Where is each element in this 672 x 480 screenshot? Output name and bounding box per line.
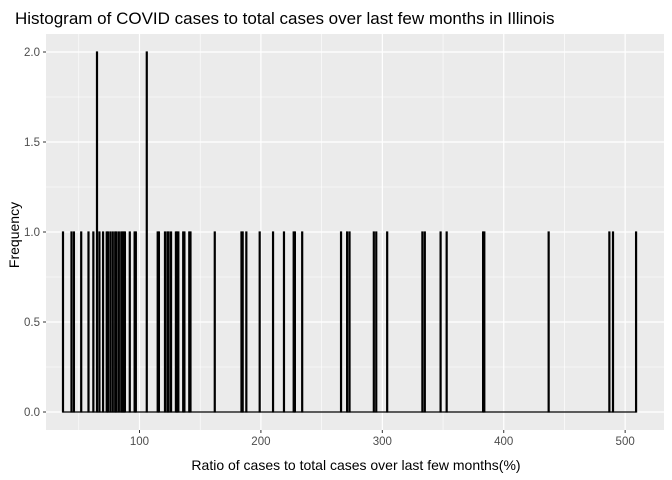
histogram-bar bbox=[109, 231, 112, 413]
y-tick-label: 1.5 bbox=[24, 137, 40, 149]
y-axis: 0.0 0.5 1.0 1.5 2.0 bbox=[24, 47, 46, 419]
histogram-bar bbox=[123, 231, 127, 413]
histogram-bar bbox=[445, 231, 448, 413]
histogram-bar bbox=[241, 231, 244, 413]
histogram-bar bbox=[245, 231, 248, 413]
histogram-bar bbox=[421, 231, 424, 413]
histogram-bar bbox=[258, 231, 261, 413]
histogram-bar bbox=[115, 231, 118, 413]
histogram-bar bbox=[95, 51, 99, 413]
histogram-bar bbox=[634, 231, 638, 413]
histogram-bar bbox=[111, 231, 114, 413]
histogram-bar bbox=[439, 231, 442, 413]
y-tick-label: 2.0 bbox=[24, 47, 40, 59]
histogram-bar bbox=[117, 231, 120, 413]
histogram-bar bbox=[348, 231, 351, 413]
histogram-bar bbox=[80, 231, 83, 413]
x-axis: 100 200 300 400 500 bbox=[130, 430, 635, 448]
histogram-bar bbox=[282, 231, 286, 413]
histogram-bar bbox=[611, 231, 615, 413]
histogram-bar bbox=[372, 231, 375, 413]
x-tick-label: 200 bbox=[251, 436, 270, 448]
histogram-bar bbox=[157, 231, 161, 413]
histogram-bar bbox=[183, 231, 186, 413]
histogram-bar bbox=[167, 231, 170, 413]
histogram-bar bbox=[423, 231, 426, 413]
histogram-bar bbox=[128, 231, 131, 413]
x-tick-label: 100 bbox=[130, 436, 149, 448]
histogram-bar bbox=[98, 231, 101, 413]
histogram-bar bbox=[386, 231, 389, 413]
histogram-bar bbox=[106, 231, 110, 413]
histogram-bar bbox=[213, 231, 216, 413]
y-tick-label: 0.0 bbox=[24, 407, 40, 419]
histogram-bar bbox=[169, 231, 173, 413]
histogram-bar bbox=[134, 231, 137, 413]
histogram-bar bbox=[189, 231, 192, 413]
chart-title: Histogram of COVID cases to total cases … bbox=[15, 9, 554, 28]
histogram-bar bbox=[70, 231, 73, 413]
histogram-bar bbox=[145, 51, 148, 413]
histogram-bar bbox=[547, 231, 550, 413]
histogram-bar bbox=[375, 231, 378, 413]
histogram-bar bbox=[163, 231, 167, 413]
y-tick-label: 1.0 bbox=[24, 227, 40, 239]
histogram-bar bbox=[72, 231, 76, 413]
histogram-bar bbox=[92, 231, 95, 413]
histogram-bar bbox=[483, 231, 486, 413]
histogram-bar bbox=[293, 231, 296, 413]
x-tick-label: 300 bbox=[373, 436, 392, 448]
x-tick-label: 500 bbox=[616, 436, 635, 448]
histogram-bar bbox=[608, 231, 611, 413]
x-tick-label: 400 bbox=[494, 436, 513, 448]
histogram-bar bbox=[61, 231, 65, 413]
x-axis-title: Ratio of cases to total cases over last … bbox=[191, 457, 520, 473]
histogram-bar bbox=[177, 231, 180, 413]
histogram-bar bbox=[339, 231, 343, 413]
histogram-bar bbox=[346, 231, 349, 413]
histogram-bar bbox=[101, 231, 105, 413]
histogram-bar bbox=[301, 231, 304, 413]
y-tick-label: 0.5 bbox=[24, 317, 40, 329]
histogram-bar bbox=[271, 231, 275, 413]
histogram-bar bbox=[87, 231, 90, 413]
y-axis-title: Frequency bbox=[6, 202, 22, 268]
